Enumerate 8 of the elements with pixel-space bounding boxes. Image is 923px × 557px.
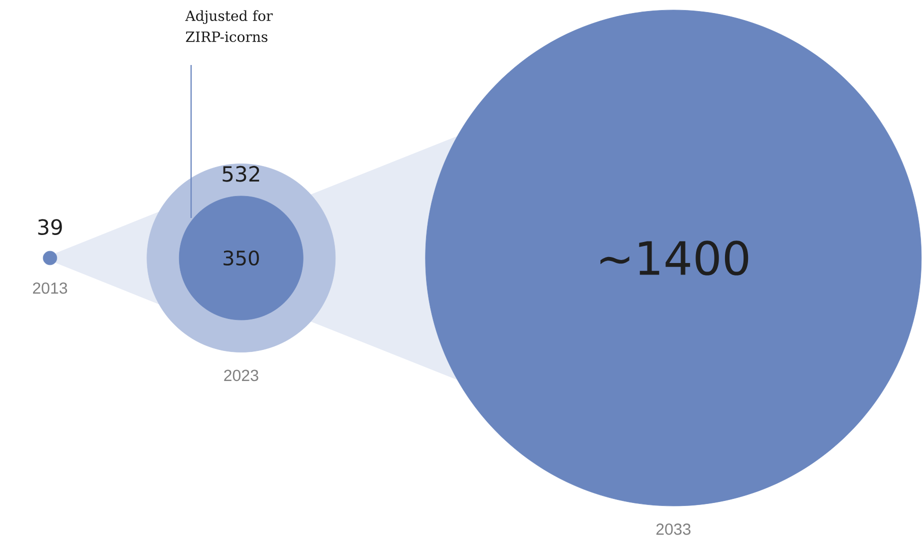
text: Adjusted for ZIRP-icorns — [185, 10, 273, 42]
category-label: 2023 — [224, 370, 258, 382]
data-label: 39 — [38, 219, 62, 236]
data-label: 532 — [222, 166, 260, 182]
data-label: 350 — [224, 250, 259, 266]
category-label: 2013 — [33, 282, 68, 294]
data-label: ~1400 — [600, 240, 748, 276]
category-label: 2033 — [656, 524, 690, 535]
